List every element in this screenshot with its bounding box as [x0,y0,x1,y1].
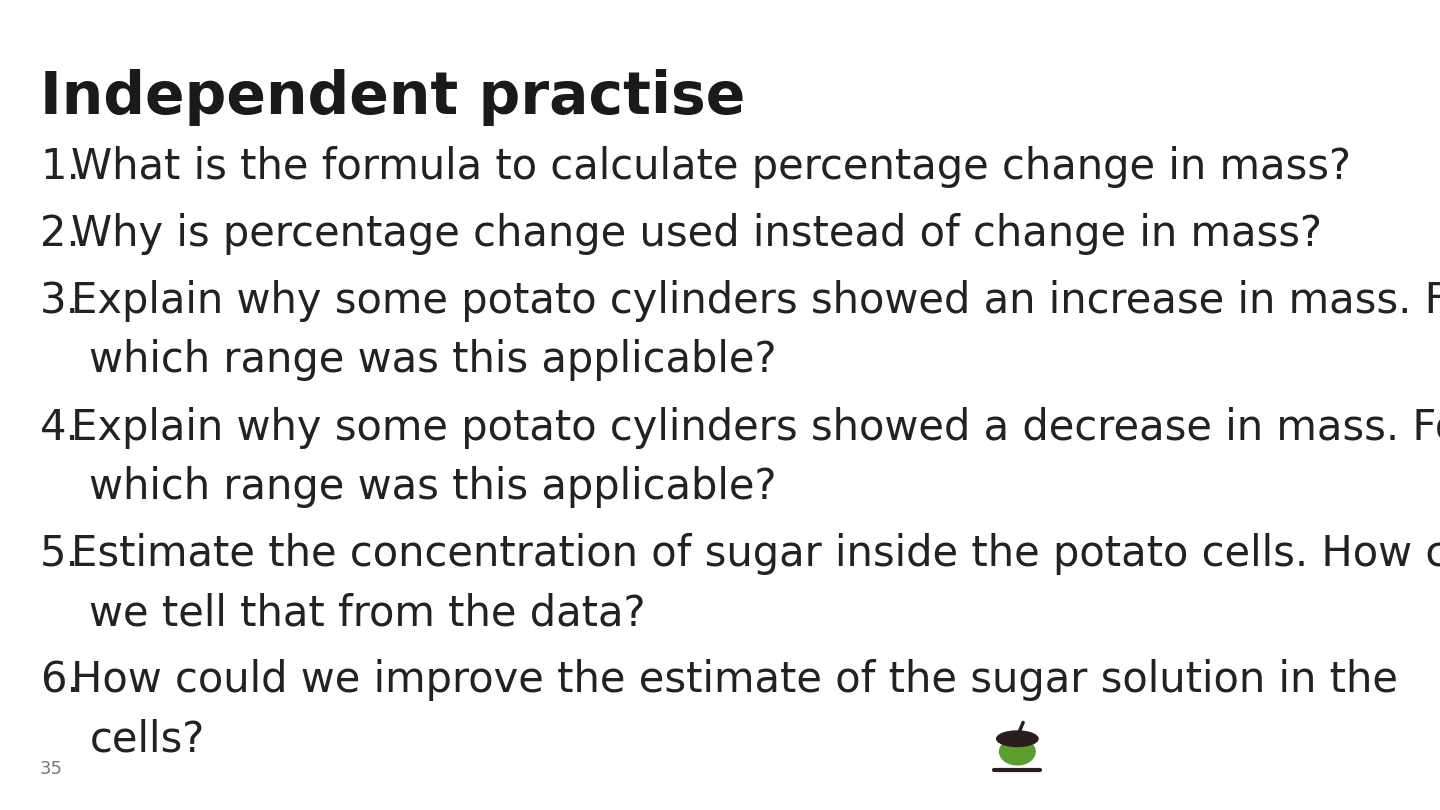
Text: 2.: 2. [40,213,79,255]
Text: Explain why some potato cylinders showed a decrease in mass. For: Explain why some potato cylinders showed… [72,407,1440,449]
Text: cells?: cells? [89,718,204,761]
Text: 5.: 5. [40,533,79,575]
Text: 3.: 3. [40,280,79,322]
Text: which range was this applicable?: which range was this applicable? [89,466,776,508]
Text: 1.: 1. [40,146,79,188]
Ellipse shape [996,731,1038,747]
Text: Explain why some potato cylinders showed an increase in mass. For: Explain why some potato cylinders showed… [72,280,1440,322]
Text: 35: 35 [40,760,63,778]
Text: What is the formula to calculate percentage change in mass?: What is the formula to calculate percent… [72,146,1352,188]
Ellipse shape [999,738,1035,765]
Text: Estimate the concentration of sugar inside the potato cells. How can: Estimate the concentration of sugar insi… [72,533,1440,575]
Text: How could we improve the estimate of the sugar solution in the: How could we improve the estimate of the… [72,659,1398,701]
Text: which range was this applicable?: which range was this applicable? [89,339,776,382]
Text: Why is percentage change used instead of change in mass?: Why is percentage change used instead of… [72,213,1322,255]
Text: we tell that from the data?: we tell that from the data? [89,592,645,634]
Text: Independent practise: Independent practise [40,69,746,126]
Text: 4.: 4. [40,407,79,449]
Text: 6.: 6. [40,659,79,701]
